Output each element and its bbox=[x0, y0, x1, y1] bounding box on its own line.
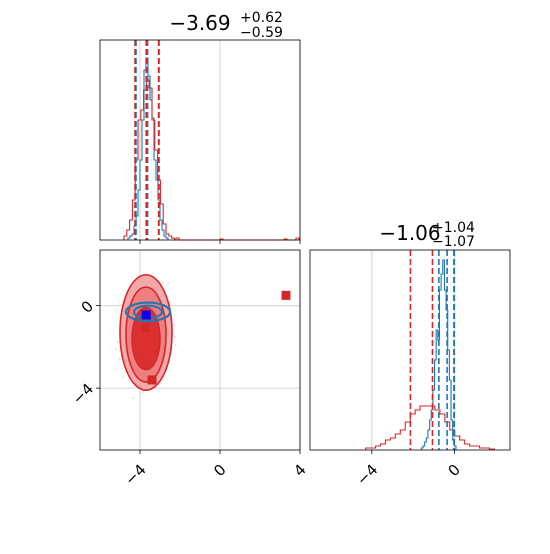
scatter-point bbox=[132, 397, 135, 399]
hist-panel-y: −1.06 +1.04 −1.07 −4 0 bbox=[309, 220, 511, 489]
title-x-sup: +0.62 bbox=[240, 10, 283, 26]
frame-x bbox=[99, 39, 301, 241]
marker-red-1 bbox=[147, 375, 157, 385]
ticklabel-scatter-x-1: 0 bbox=[210, 461, 229, 480]
title-y-sub: −1.07 bbox=[432, 234, 475, 250]
scatter-point bbox=[172, 323, 175, 326]
scatter-point bbox=[114, 368, 117, 371]
scatter-panel: −4 0 4 0 −4 bbox=[69, 249, 310, 489]
scatter-point bbox=[141, 391, 144, 393]
marker-red-2 bbox=[281, 290, 291, 300]
hist-y-red bbox=[365, 405, 495, 450]
scatter-point bbox=[167, 282, 170, 284]
ticklabel-scatter-y-1: −4 bbox=[69, 380, 97, 408]
scatter-point bbox=[122, 376, 125, 379]
scatter-point bbox=[161, 281, 164, 283]
title-x: −3.69 bbox=[169, 11, 230, 35]
title-x-sub: −0.59 bbox=[240, 25, 283, 41]
hist-panel-x: −3.69 +0.62 −0.59 bbox=[99, 10, 301, 244]
ticklabel-y-hist-1: 0 bbox=[445, 461, 464, 480]
ticklabel-scatter-x-2: 4 bbox=[290, 461, 309, 480]
frame-scatter bbox=[99, 249, 301, 451]
ticklabel-scatter-x-0: −4 bbox=[121, 461, 149, 489]
contour-red-2 bbox=[131, 306, 161, 371]
marker-blue bbox=[141, 310, 151, 320]
frame-y bbox=[309, 249, 511, 451]
scatter-point bbox=[170, 307, 173, 310]
title-y: −1.06 bbox=[379, 221, 440, 245]
contour-blue-0 bbox=[124, 301, 172, 323]
scatter-point bbox=[114, 348, 117, 351]
scatter-point bbox=[118, 358, 121, 361]
hist-x-red bbox=[123, 79, 300, 241]
scatter-point bbox=[116, 341, 119, 343]
ticklabel-scatter-y-0: 0 bbox=[78, 297, 97, 316]
marker-red-0 bbox=[141, 323, 151, 333]
scatter-point bbox=[174, 335, 176, 338]
scatter-point bbox=[174, 344, 177, 347]
ticklabel-y-hist-0: −4 bbox=[353, 461, 381, 489]
title-y-sup: +1.04 bbox=[432, 220, 475, 236]
scatter-point bbox=[127, 380, 130, 383]
